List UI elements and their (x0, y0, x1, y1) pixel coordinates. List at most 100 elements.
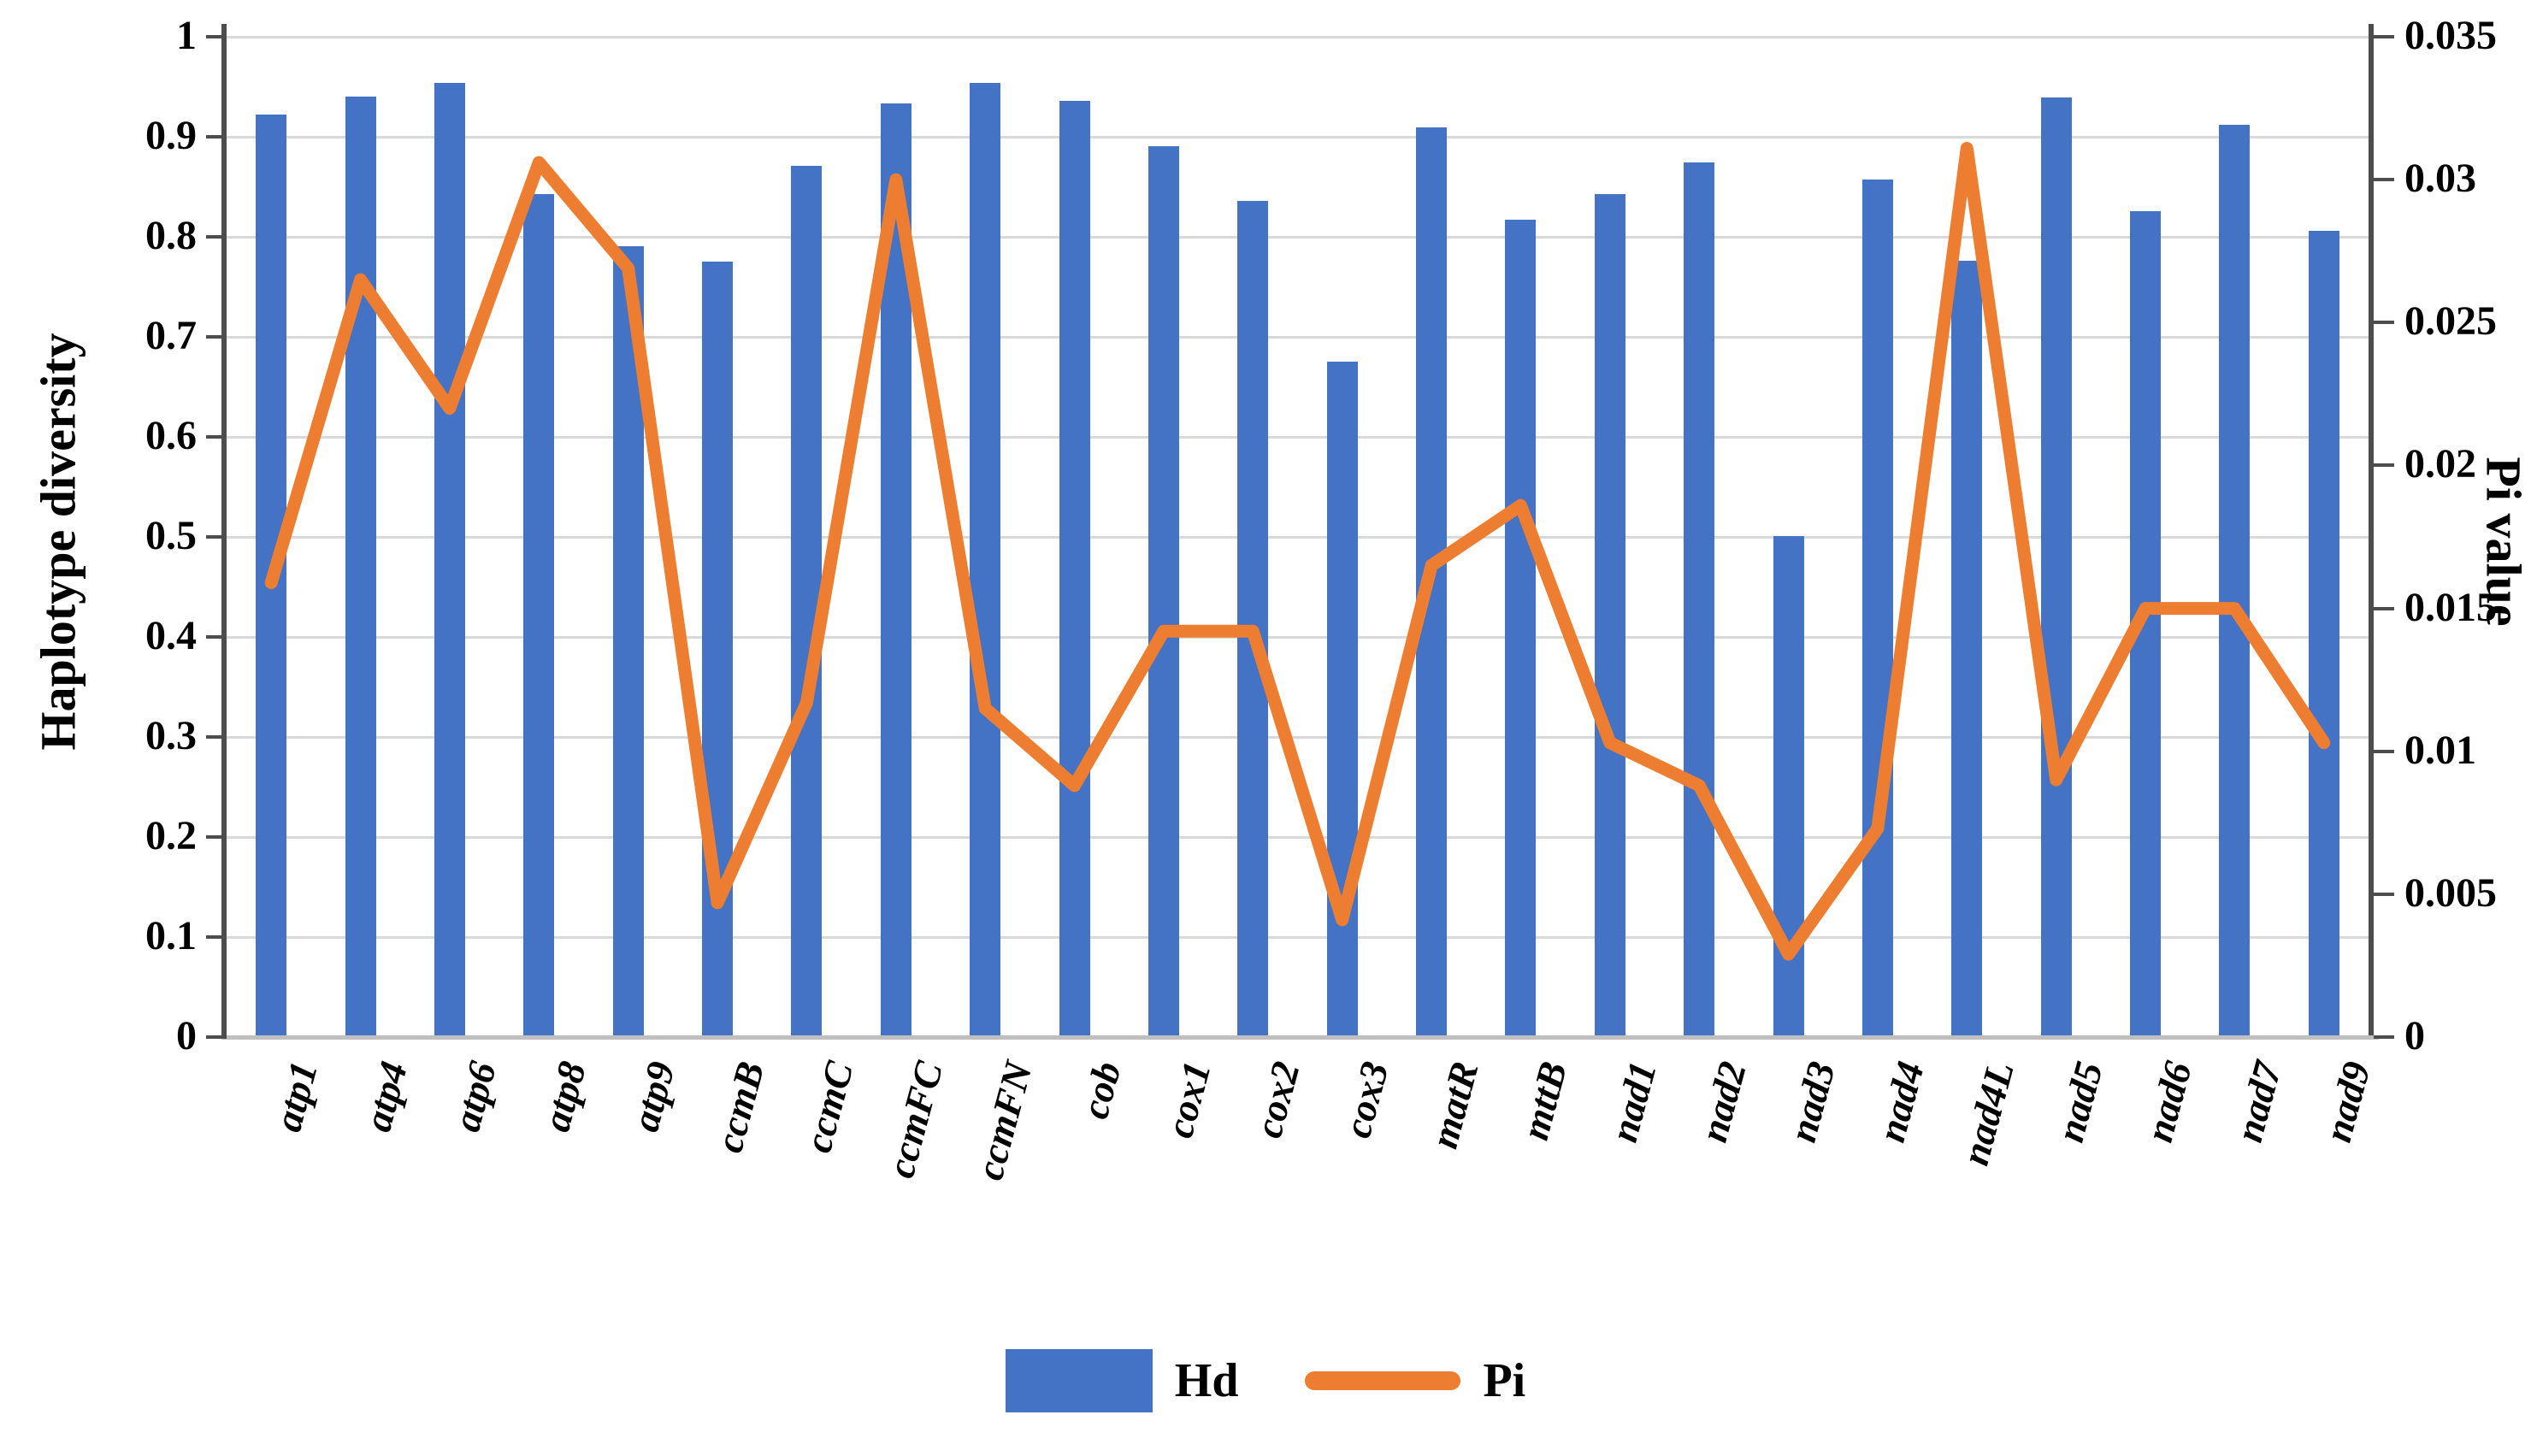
left-tick-label-0.1: 0.1 (145, 913, 197, 958)
left-axis-line (221, 24, 227, 1040)
gridline-1.0 (227, 35, 2369, 38)
bar-cox2 (1237, 200, 1269, 1037)
left-tick-0.1 (206, 935, 227, 939)
right-tick-0 (2374, 1035, 2394, 1039)
bar-nad5 (2040, 97, 2072, 1037)
x-label-text-cox1: cox1 (1156, 1057, 1219, 1142)
x-label-text-nad5: nad5 (2048, 1057, 2111, 1147)
gridline-0.9 (227, 135, 2369, 139)
left-tick-0.5 (206, 535, 227, 539)
gridline-0.5 (227, 535, 2369, 539)
bar-cox1 (1148, 145, 1179, 1037)
left-tick-label-0.2: 0.2 (145, 813, 197, 858)
x-label-text-nad6: nad6 (2137, 1057, 2201, 1147)
x-label-text-cox3: cox3 (1335, 1057, 1397, 1142)
x-label-text-nad2: nad2 (1690, 1057, 1755, 1147)
x-label-text-atp6: atp6 (444, 1057, 505, 1136)
legend-pi-swatch (1305, 1371, 1461, 1390)
plot-area (227, 35, 2369, 1037)
right-tick-0.005 (2374, 892, 2394, 896)
gridline-0.8 (227, 235, 2369, 239)
bar-nad2 (1684, 162, 1715, 1037)
bar-cob (1059, 100, 1090, 1037)
pi-line (264, 141, 2331, 961)
left-tick-label-0.4: 0.4 (145, 613, 197, 658)
left-tick-0.9 (206, 135, 227, 139)
left-tick-label-0.7: 0.7 (145, 313, 197, 358)
right-tick-0.035 (2374, 35, 2394, 38)
left-tick-label-0.6: 0.6 (145, 413, 197, 458)
left-tick-label-0: 0 (176, 1013, 197, 1058)
left-tick-label-1: 1 (176, 13, 197, 58)
legend-hd-label: Hd (1174, 1354, 1239, 1407)
left-tick-0.4 (206, 635, 227, 639)
bar-nad4 (1861, 180, 1893, 1037)
right-tick-label-0.035: 0.035 (2404, 13, 2497, 58)
x-label-text-atp4: atp4 (355, 1057, 416, 1136)
x-label-text-ccmFN: ccmFN (966, 1057, 1041, 1185)
right-tick-0.025 (2374, 321, 2394, 325)
gridline-0.7 (227, 335, 2369, 339)
right-tick-0.02 (2374, 463, 2394, 468)
bar-ccmFN (970, 82, 1001, 1037)
right-tick-0.015 (2374, 606, 2394, 610)
x-label-text-atp8: atp8 (534, 1057, 594, 1136)
bar-nad1 (1594, 193, 1625, 1037)
gridline-0.1 (227, 935, 2369, 939)
right-tick-0.03 (2374, 178, 2394, 182)
bar-atp4 (345, 97, 376, 1037)
x-axis-line (221, 1035, 2379, 1040)
left-tick-0.8 (206, 235, 227, 239)
x-label-text-ccmC: ccmC (795, 1057, 862, 1158)
x-label-text-ccmFC: ccmFC (878, 1057, 952, 1182)
x-label-text-mttB: mttB (1513, 1057, 1576, 1145)
right-tick-0.01 (2374, 749, 2394, 753)
bar-nad7 (2219, 124, 2251, 1037)
x-label-text-nad3: nad3 (1780, 1057, 1844, 1147)
right-tick-label-0: 0 (2404, 1013, 2425, 1058)
left-tick-0.2 (206, 835, 227, 839)
gridline-0.2 (227, 835, 2369, 839)
left-tick-label-0.8: 0.8 (145, 213, 197, 258)
legend: Hd Pi (0, 1349, 2531, 1412)
bar-nad4L (1951, 261, 1983, 1037)
bar-mttB (1505, 220, 1537, 1037)
x-label-text-nad4: nad4 (1869, 1057, 1933, 1147)
left-tick-0 (206, 1035, 227, 1039)
right-axis-title: Pi value (2475, 457, 2531, 627)
gridline-0.4 (227, 635, 2369, 639)
left-tick-label-0.3: 0.3 (145, 713, 197, 758)
right-tick-label-0.02: 0.02 (2404, 441, 2476, 487)
x-label-text-nad7: nad7 (2226, 1057, 2290, 1147)
x-label-text-cob: cob (1072, 1057, 1130, 1123)
x-label-text-nad1: nad1 (1602, 1057, 1666, 1147)
right-tick-label-0.03: 0.03 (2404, 156, 2476, 202)
bar-ccmC (791, 165, 823, 1037)
bar-nad9 (2308, 230, 2339, 1037)
left-tick-label-0.5: 0.5 (145, 513, 197, 558)
pi-line-layer (264, 141, 2331, 961)
right-axis-line (2369, 24, 2374, 1040)
x-label-text-nad9: nad9 (2316, 1057, 2380, 1147)
left-tick-1 (206, 35, 227, 38)
right-tick-label-0.01: 0.01 (2404, 727, 2476, 773)
x-label-text-atp1: atp1 (265, 1057, 327, 1136)
x-label-text-matR: matR (1421, 1057, 1487, 1153)
x-label-text-atp9: atp9 (622, 1057, 683, 1136)
legend-pi-label: Pi (1483, 1354, 1526, 1407)
right-tick-label-0.025: 0.025 (2404, 298, 2497, 345)
gridline-0.3 (227, 735, 2369, 739)
left-tick-0.3 (206, 735, 227, 739)
gridline-0.6 (227, 435, 2369, 439)
right-tick-label-0.005: 0.005 (2404, 869, 2497, 916)
x-label-text-nad4L: nad4L (1952, 1057, 2022, 1170)
left-tick-label-0.9: 0.9 (145, 113, 197, 158)
x-label-text-cox2: cox2 (1246, 1057, 1308, 1142)
x-label-text-ccmB: ccmB (706, 1057, 773, 1158)
bar-atp6 (434, 82, 465, 1037)
left-tick-0.7 (206, 335, 227, 339)
bar-atp8 (523, 193, 555, 1037)
left-tick-0.6 (206, 435, 227, 439)
right-tick-label-0.015: 0.015 (2404, 584, 2497, 630)
